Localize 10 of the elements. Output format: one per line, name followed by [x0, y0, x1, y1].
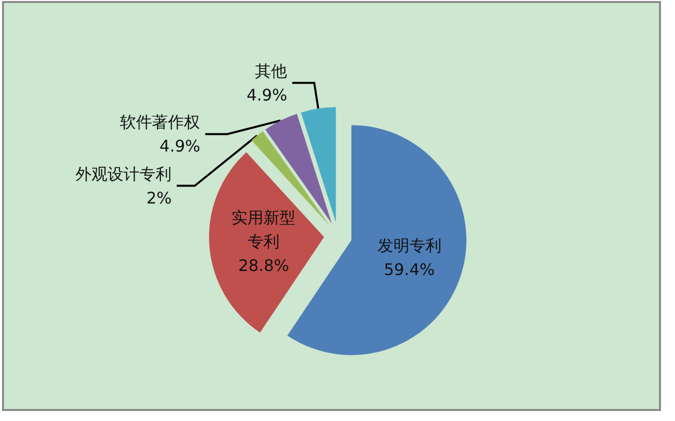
data-label: 59.4%: [384, 260, 435, 280]
slice-label: 外观设计专利: [76, 164, 172, 184]
slice-label: 其他: [255, 61, 288, 80]
data-label: 2%: [146, 188, 172, 208]
slice-label: 发明专利: [377, 236, 442, 256]
slice-label: 软件著作权: [120, 112, 200, 132]
data-label: 4.9%: [160, 136, 200, 156]
data-label: 28.8%: [238, 256, 290, 276]
data-label: 4.9%: [246, 85, 288, 104]
slice-label: 实用新型专利: [232, 208, 296, 252]
